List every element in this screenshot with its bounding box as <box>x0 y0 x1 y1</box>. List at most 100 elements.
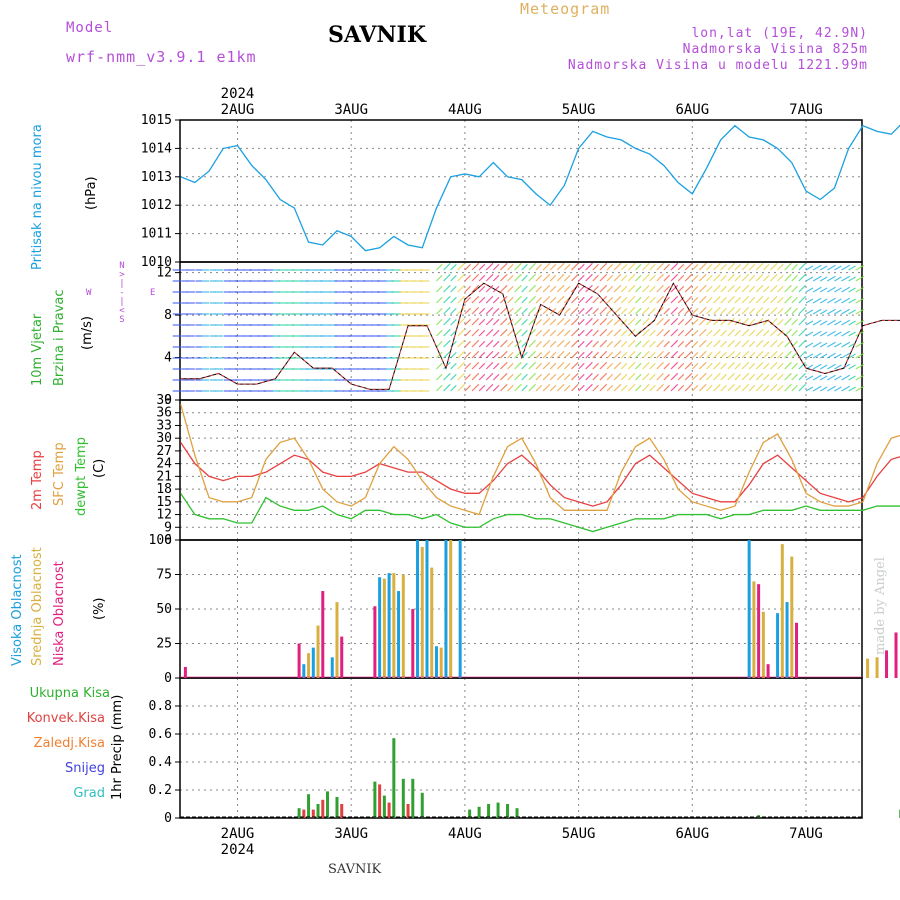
wind-arrow <box>613 295 622 304</box>
wind-arrow <box>478 351 486 359</box>
wind-arrow <box>848 375 856 381</box>
wind-arrow <box>443 350 451 359</box>
wind-arrow <box>542 295 551 304</box>
precip-conv-bar <box>406 804 410 818</box>
date-label-top: 4AUG <box>448 102 482 118</box>
wind-arrow <box>805 265 814 271</box>
wind-arrow <box>698 350 707 359</box>
wind-arrow <box>585 383 593 392</box>
precip-total-bar <box>326 791 330 818</box>
y-tick-label: 1015 <box>141 113 172 128</box>
wind-arrow <box>748 263 756 271</box>
wind-arrow <box>464 318 471 326</box>
wind-arrow <box>492 329 500 337</box>
wind-arrow <box>656 383 664 392</box>
wind-arrow <box>642 306 650 315</box>
wind-arrow <box>563 351 571 359</box>
wind-arrow <box>734 329 742 337</box>
date-label-bottom: 2AUG <box>221 826 255 842</box>
wind-arrow <box>812 319 822 326</box>
wind-arrow <box>827 341 836 348</box>
wind-arrow <box>585 295 593 304</box>
wind-arrow <box>827 297 836 304</box>
wind-arrow <box>748 384 756 392</box>
wind-arrow <box>450 351 457 359</box>
model-name: wrf-nmm_v3.9.1 e1km <box>66 48 257 66</box>
wind-arrow <box>656 273 664 282</box>
wind-arrow <box>819 309 828 315</box>
y-tick-label: 6 <box>164 533 172 548</box>
wind-arrow <box>777 296 784 304</box>
wind-arrow <box>535 274 543 282</box>
y-tick-label: 75 <box>156 568 172 583</box>
wind-arrow <box>599 317 608 326</box>
wind-arrow <box>563 373 571 381</box>
wind-arrow <box>507 285 514 293</box>
wind-arrow <box>819 287 828 293</box>
wind-arrow <box>691 340 699 348</box>
wind-arrow <box>777 340 784 348</box>
wind-arrow <box>436 274 443 282</box>
wind-arrow <box>834 298 842 304</box>
wind-arrow <box>677 285 685 293</box>
wind-arrow <box>713 339 721 348</box>
wind-arrow <box>436 340 443 348</box>
wind-arrow <box>677 274 685 282</box>
precip-total-bar <box>392 738 396 818</box>
wind-arrow <box>485 273 494 282</box>
wind-arrow <box>507 318 514 326</box>
cloud-high-bar <box>434 646 438 678</box>
wind-arrow <box>812 385 822 392</box>
wind-arrow <box>542 328 551 337</box>
wind-arrow <box>748 351 756 359</box>
wind-arrow <box>457 273 465 282</box>
wind-arrow <box>528 361 536 370</box>
wind-arrow <box>848 320 856 326</box>
wind-arrow <box>436 351 443 359</box>
wind-arrow <box>450 318 457 326</box>
wind-arrow <box>436 296 443 304</box>
wind-arrow <box>606 384 614 392</box>
wind-arrow <box>713 284 721 293</box>
wind-arrow <box>457 350 465 359</box>
wind-arrow <box>791 263 798 271</box>
wind-arrow <box>549 274 557 282</box>
wind-arrow <box>514 383 522 392</box>
wind-arrow <box>606 362 614 370</box>
wind-arrow <box>528 295 536 304</box>
cloud-high-bar <box>785 602 789 678</box>
wind-arrow <box>492 384 500 392</box>
y-tick-label: 1013 <box>141 170 172 185</box>
wind-arrow <box>642 262 650 271</box>
wind-arrow <box>720 285 727 293</box>
cloud-mid-bar <box>307 653 311 678</box>
wind-arrow <box>635 384 642 392</box>
wind-arrow <box>706 384 713 392</box>
wind-arrow <box>507 274 514 282</box>
wind-arrow <box>635 318 642 326</box>
wind-arrow <box>528 350 536 359</box>
wind-arrow <box>635 296 642 304</box>
wind-arrow <box>478 362 486 370</box>
wind-arrow <box>592 296 599 304</box>
wind-arrow <box>563 274 571 282</box>
wind-arrow <box>521 307 528 315</box>
wind-arrow <box>585 361 593 370</box>
wind-arrow <box>827 319 836 326</box>
wind-arrow <box>585 306 593 315</box>
wind-arrow <box>514 361 522 370</box>
wind-arrow <box>563 362 571 370</box>
wind-arrow <box>450 384 457 392</box>
wind-arrow <box>713 361 721 370</box>
wind-arrow <box>443 317 451 326</box>
wind-arrow <box>777 318 784 326</box>
wind-arrow <box>514 295 522 304</box>
year-label-top: 2024 <box>221 86 255 102</box>
wind-arrow <box>549 340 557 348</box>
wind-arrow <box>500 317 508 326</box>
wind-arrow <box>514 284 522 293</box>
wind-arrow <box>507 362 514 370</box>
cloud-mid-bar <box>316 625 320 678</box>
wind-arrow <box>571 273 579 282</box>
date-label-bottom: 7AUG <box>789 826 823 842</box>
